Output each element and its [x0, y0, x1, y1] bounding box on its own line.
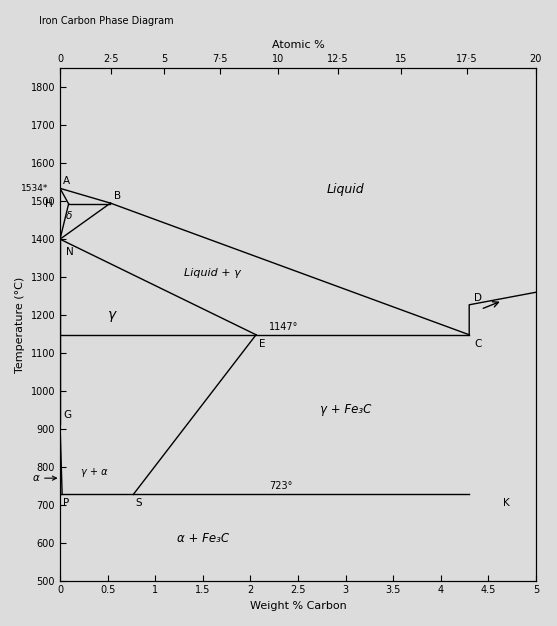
Text: γ + Fe₃C: γ + Fe₃C — [320, 403, 371, 416]
Text: γ + α: γ + α — [81, 468, 108, 478]
Text: N: N — [66, 247, 74, 257]
X-axis label: Weight % Carbon: Weight % Carbon — [250, 601, 346, 611]
Text: E: E — [259, 339, 266, 349]
Text: γ: γ — [108, 308, 116, 322]
Text: α + Fe₃C: α + Fe₃C — [177, 532, 229, 545]
Text: G: G — [64, 411, 72, 421]
Text: Liquid: Liquid — [327, 183, 364, 197]
Text: δ: δ — [66, 210, 72, 220]
Text: A: A — [63, 177, 70, 187]
Text: 1147°: 1147° — [270, 322, 299, 332]
Text: 1534*: 1534* — [21, 184, 48, 193]
Text: 723°: 723° — [270, 481, 293, 491]
Text: C: C — [474, 339, 481, 349]
X-axis label: Atomic %: Atomic % — [272, 40, 324, 50]
Text: B: B — [114, 191, 121, 201]
Y-axis label: Temperature (°C): Temperature (°C) — [15, 277, 25, 372]
Text: K: K — [502, 498, 509, 508]
Text: Liquid + γ: Liquid + γ — [184, 269, 241, 279]
Text: P: P — [63, 498, 69, 508]
Text: Iron Carbon Phase Diagram: Iron Carbon Phase Diagram — [39, 16, 174, 26]
Text: D: D — [474, 293, 482, 303]
Text: α: α — [32, 473, 56, 483]
Text: S: S — [135, 498, 142, 508]
Text: H: H — [45, 199, 52, 209]
